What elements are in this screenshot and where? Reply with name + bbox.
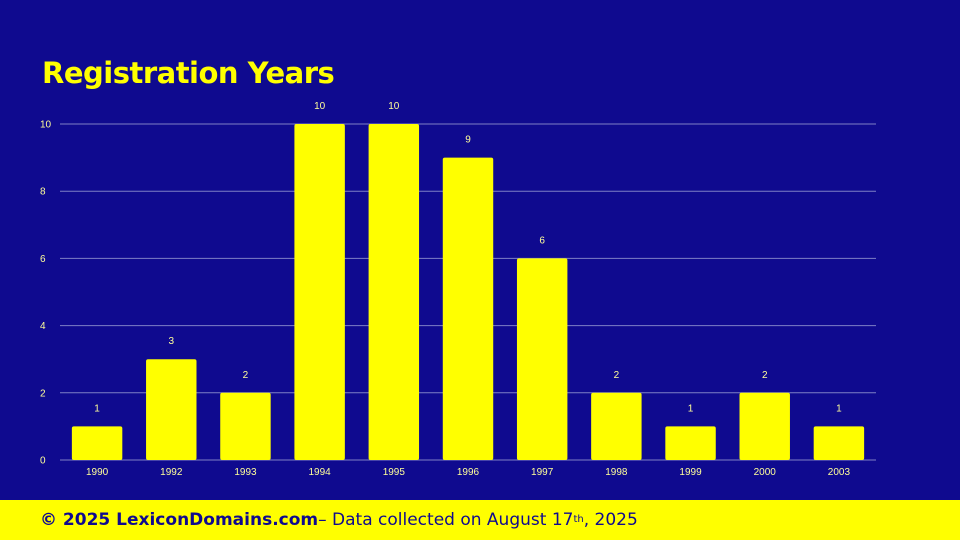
footer-text-after: , 2025 [583, 510, 638, 530]
bar-chart: 0 2 4 6 8 10 1 1990 3 1992 2 1993 10 1994 10 1995 9 1996 6… [40, 101, 876, 478]
bar [739, 392, 790, 460]
labels: 0 2 4 6 8 10 1 1990 3 1992 2 1993 10 1994 10 1995 9 1996 6… [40, 101, 850, 478]
data-label: 1 [688, 403, 694, 414]
x-tick-label: 2003 [828, 467, 851, 478]
bar [591, 392, 642, 460]
data-label: 1 [836, 403, 842, 414]
y-tick-label: 2 [40, 388, 46, 399]
data-label: 2 [614, 370, 620, 381]
x-tick-label: 2000 [754, 467, 777, 478]
y-tick-label: 4 [40, 321, 46, 332]
x-tick-label: 1997 [531, 467, 554, 478]
footer-bar: © 2025 LexiconDomains.com – Data collect… [0, 500, 960, 540]
chart-title: Registration Years [42, 56, 335, 90]
y-tick-label: 8 [40, 187, 46, 198]
data-label: 2 [243, 370, 249, 381]
bar [516, 258, 568, 460]
x-tick-label: 1990 [86, 467, 109, 478]
data-label: 10 [388, 101, 400, 112]
data-label: 9 [465, 135, 471, 146]
x-tick-label: 1999 [679, 467, 702, 478]
bar [71, 426, 123, 460]
x-tick-label: 1998 [605, 467, 628, 478]
y-tick-label: 0 [40, 456, 46, 467]
data-label: 2 [762, 370, 768, 381]
x-tick-label: 1993 [234, 467, 257, 478]
bar [146, 359, 197, 460]
y-tick-label: 6 [40, 254, 46, 265]
x-tick-label: 1995 [383, 467, 406, 478]
y-tick-label: 10 [40, 120, 52, 131]
data-label: 6 [539, 235, 545, 246]
bar [442, 157, 494, 460]
x-tick-label: 1994 [309, 467, 332, 478]
x-tick-label: 1992 [160, 467, 183, 478]
footer-text-before: – Data collected on August 17 [318, 510, 574, 530]
bar [368, 124, 420, 460]
data-label: 1 [94, 403, 100, 414]
x-tick-label: 1996 [457, 467, 480, 478]
footer-copyright: © 2025 LexiconDomains.com [40, 510, 319, 530]
bar [813, 426, 865, 460]
data-label: 3 [168, 336, 174, 347]
bar [294, 124, 345, 460]
data-label: 10 [314, 101, 326, 112]
bar [220, 392, 271, 460]
bar [665, 426, 716, 460]
bars [71, 124, 865, 460]
